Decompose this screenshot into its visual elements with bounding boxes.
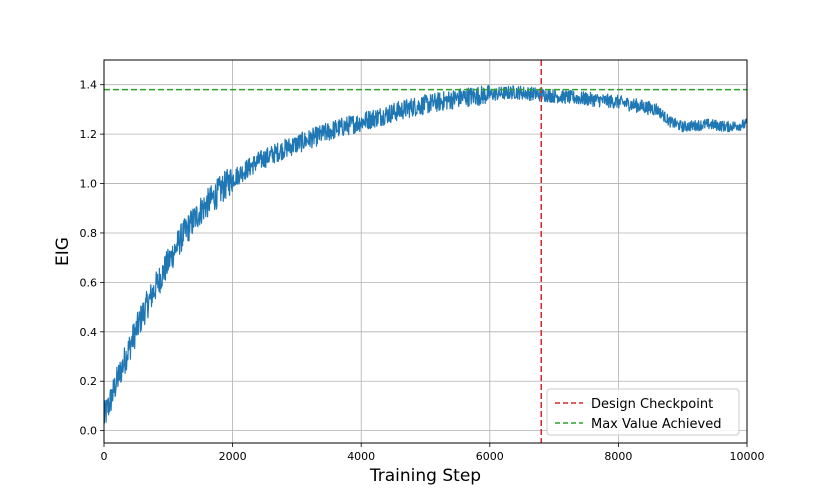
tick-layer: 0 2000 4000 6000 8000 10000 0.0 0.2 0.4 0.6 0.8 1.0… [80, 79, 765, 463]
y-tick-label: 1.2 [80, 128, 98, 141]
y-tick-label: 1.4 [80, 79, 98, 92]
legend-label-design-checkpoint: Design Checkpoint [591, 397, 713, 412]
y-tick-label: 0.6 [80, 276, 98, 289]
series-layer [103, 84, 748, 424]
plot-frame [103, 59, 748, 444]
legend: Design Checkpoint Max Value Achieved [546, 388, 740, 436]
legend-label-max-value: Max Value Achieved [591, 417, 721, 432]
x-tick-label: 6000 [476, 450, 504, 463]
y-axis-label: EIG [53, 237, 73, 266]
grid-layer [103, 60, 748, 443]
reference-lines-layer [104, 60, 747, 443]
x-axis-label: Training Step [369, 466, 481, 486]
y-tick-label: 0.4 [80, 326, 98, 339]
x-tick-label: 8000 [604, 450, 632, 463]
x-tick-label: 2000 [219, 450, 247, 463]
y-tick-label: 0.2 [80, 375, 98, 388]
y-tick-label: 1.0 [80, 178, 98, 191]
x-tick-label: 4000 [347, 450, 375, 463]
x-tick-label: 0 [101, 450, 108, 463]
y-tick-label: 0.8 [80, 227, 98, 240]
x-tick-label: 10000 [730, 450, 765, 463]
series-line-0 [103, 84, 748, 424]
y-tick-label: 0.0 [80, 425, 98, 438]
legend-box [546, 388, 740, 436]
